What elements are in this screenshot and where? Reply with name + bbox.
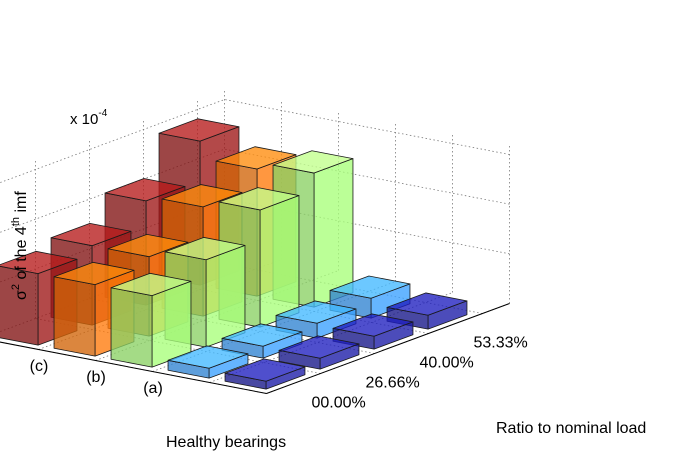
- bar-top-face: [275, 300, 357, 324]
- bar-top-face: [332, 313, 414, 337]
- bar-top-face: [278, 335, 360, 359]
- bar: [329, 275, 411, 319]
- load-tick-label: 40.00%: [420, 355, 474, 372]
- bar-top-face: [167, 345, 249, 369]
- bar: [275, 300, 357, 339]
- back-wall-z-gridline: [224, 198, 510, 255]
- load-axis-title: Ratio to nominal load: [496, 420, 646, 437]
- axis-labels: x 10-4 σ2 of the 4th imf Healthy bearing…: [10, 108, 646, 451]
- back-wall-z-gridline: [224, 148, 510, 205]
- load-axis-line: [266, 303, 510, 394]
- condition-axis-line: [0, 341, 267, 394]
- bar-top-face: [272, 150, 354, 174]
- bars: [0, 118, 468, 390]
- bar: [278, 335, 360, 370]
- bar: [110, 272, 192, 368]
- bar-top-face: [386, 292, 468, 316]
- bar-side-face: [53, 276, 96, 357]
- bar-top-face: [329, 275, 411, 299]
- load-tick-label: 26.66%: [366, 375, 420, 392]
- condition-tick-label: (a): [143, 380, 163, 397]
- bar-top-face: [50, 222, 132, 247]
- bar: [386, 292, 468, 330]
- z-axis-title: σ2 of the 4th imf: [10, 191, 30, 300]
- condition-tick-label: (c): [30, 358, 49, 375]
- bar: [224, 358, 306, 390]
- load-tick-label: 00.00%: [312, 395, 366, 412]
- bar-top-face: [221, 323, 303, 347]
- bar-top-face: [53, 261, 135, 286]
- bar: [167, 345, 249, 379]
- bar-top-face: [161, 184, 243, 208]
- bar: [221, 323, 303, 359]
- condition-tick-label: (b): [86, 369, 106, 386]
- bar-top-face: [218, 187, 300, 211]
- load-tick-label: 53.33%: [474, 335, 528, 352]
- bar-top-face: [110, 272, 192, 297]
- bar-front-face: [259, 195, 300, 328]
- bar-top-face: [104, 178, 186, 202]
- bar-side-face: [110, 287, 153, 368]
- bar-top-face: [215, 146, 297, 170]
- back-wall-z-gridline: [224, 99, 510, 155]
- bar-side-face: [0, 265, 39, 346]
- condition-axis-title: Healthy bearings: [166, 434, 286, 451]
- bar-top-face: [107, 233, 189, 258]
- bar-top-face: [0, 250, 78, 275]
- bar-top-face: [164, 237, 246, 261]
- bar-top-face: [158, 118, 240, 142]
- bar-top-face: [224, 358, 306, 382]
- scale-factor-label: x 10-4: [70, 108, 108, 128]
